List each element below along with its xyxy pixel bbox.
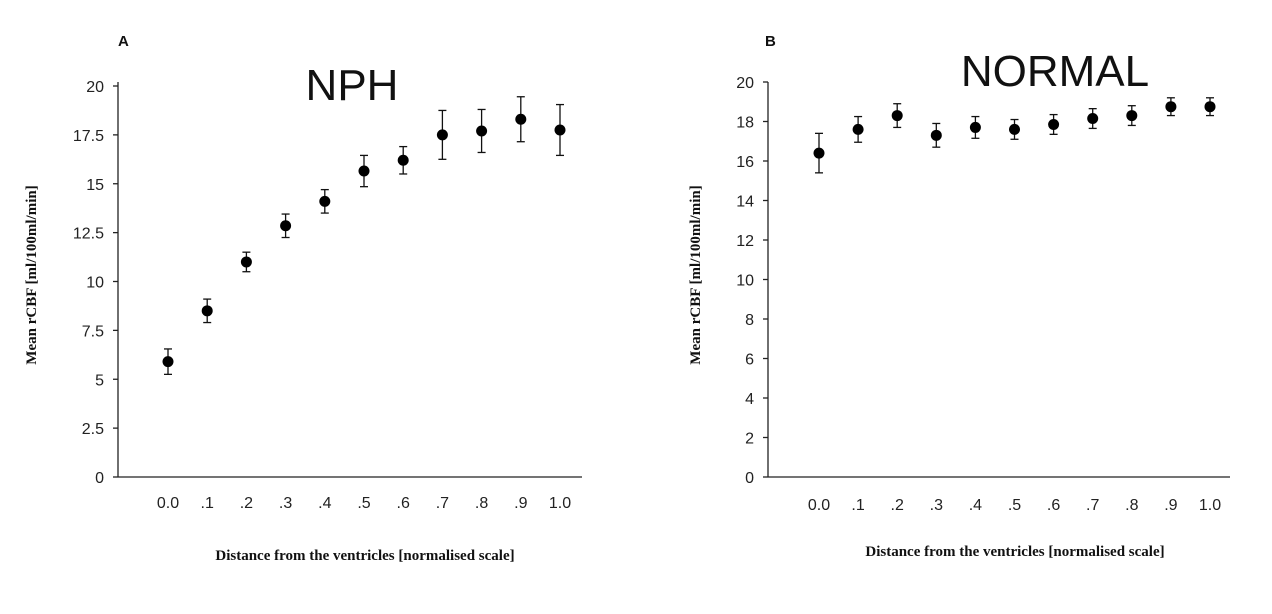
y-tick-label: 8 (745, 312, 754, 329)
y-ticks-b: 0 2 4 6 8 10 12 14 16 18 20 (736, 75, 768, 487)
y-tick-label: 7.5 (82, 323, 104, 340)
x-tick-label: 1.0 (549, 495, 571, 512)
x-tick-label: .2 (240, 495, 253, 512)
y-tick-label: 0 (95, 470, 104, 487)
y-tick-label: 10 (86, 275, 104, 292)
chart-title-nph: NPH (306, 61, 399, 110)
y-ticks-a: 0 2.5 5 7.5 10 12.5 15 17.5 20 (73, 79, 118, 487)
y-tick-label: 5 (95, 372, 104, 389)
x-tick-label: .7 (436, 495, 449, 512)
y-axis-label-a: Mean rCBF [ml/100ml/min] (24, 185, 40, 364)
x-tick-label: 0.0 (157, 495, 179, 512)
y-tick-label: 6 (745, 352, 754, 369)
x-tick-label: .9 (514, 495, 527, 512)
panel-letter-b: B (765, 33, 776, 50)
chart-title-normal: NORMAL (961, 47, 1149, 96)
data-point (969, 121, 981, 133)
x-ticks-b: 0.0 .1 .2 .3 .4 .5 .6 .7 .8 .9 1.0 (808, 497, 1221, 514)
x-tick-label: .4 (318, 495, 331, 512)
x-tick-label: .1 (851, 497, 864, 514)
y-tick-label: 17.5 (73, 128, 104, 145)
x-tick-label: 1.0 (1199, 497, 1221, 514)
data-point (1165, 101, 1177, 113)
y-tick-label: 20 (86, 79, 104, 96)
y-tick-label: 2 (745, 431, 754, 448)
x-ticks-a: 0.0 .1 .2 .3 .4 .5 .6 .7 .8 .9 1.0 (157, 495, 571, 512)
data-point (1126, 110, 1138, 122)
data-point (436, 129, 448, 141)
x-tick-label: .5 (357, 495, 370, 512)
y-axis-label-b: Mean rCBF [ml/100ml/min] (688, 185, 704, 364)
x-tick-label: .9 (1164, 497, 1177, 514)
data-point (1087, 113, 1099, 125)
x-tick-label: .3 (279, 495, 292, 512)
y-tick-label: 14 (736, 194, 754, 211)
panel-letter-a: A (118, 33, 129, 50)
x-tick-label: .6 (1047, 497, 1060, 514)
data-point (358, 165, 370, 177)
x-tick-label: .8 (475, 495, 488, 512)
data-point (515, 113, 527, 125)
y-tick-label: 20 (736, 75, 754, 92)
data-point (930, 129, 942, 141)
data-point (319, 195, 331, 207)
y-tick-label: 15 (86, 177, 104, 194)
y-tick-label: 18 (736, 115, 754, 132)
data-point (1048, 118, 1060, 130)
data-point (852, 123, 864, 135)
x-tick-label: .4 (969, 497, 982, 514)
y-tick-label: 12.5 (73, 226, 104, 243)
data-point (476, 125, 488, 137)
y-tick-label: 2.5 (82, 421, 104, 438)
y-tick-label: 12 (736, 233, 754, 250)
data-point (201, 305, 213, 317)
panel-b: B NORMAL 0 2 4 6 8 10 12 14 16 18 20 0.0 .1 .2 .3 .4 .5… (688, 33, 1230, 560)
data-point (162, 356, 174, 368)
data-point (397, 154, 409, 166)
x-tick-label: .2 (891, 497, 904, 514)
x-tick-label: .8 (1125, 497, 1138, 514)
x-tick-label: .6 (397, 495, 410, 512)
y-tick-label: 10 (736, 273, 754, 290)
data-point (813, 147, 825, 159)
x-axis-label-a: Distance from the ventricles [normalised… (215, 548, 514, 564)
data-point (1009, 123, 1020, 135)
panel-a: A NPH 0 2.5 5 7.5 10 12.5 15 17.5 20 0.0 .1 .2 .3 .4… (24, 33, 582, 564)
x-tick-label: .7 (1086, 497, 1099, 514)
y-tick-label: 0 (745, 470, 754, 487)
x-tick-label: .3 (930, 497, 943, 514)
data-points-b (813, 97, 1216, 174)
data-point (280, 220, 292, 232)
data-point (554, 124, 566, 136)
data-point (891, 110, 903, 122)
x-tick-label: .5 (1008, 497, 1021, 514)
y-tick-label: 4 (745, 391, 754, 408)
x-axis-label-b: Distance from the ventricles [normalised… (865, 544, 1164, 560)
data-point (240, 256, 252, 268)
x-tick-label: .1 (201, 495, 214, 512)
x-tick-label: 0.0 (808, 497, 830, 514)
y-tick-label: 16 (736, 154, 754, 171)
data-point (1204, 101, 1216, 113)
data-points-a (162, 96, 566, 376)
